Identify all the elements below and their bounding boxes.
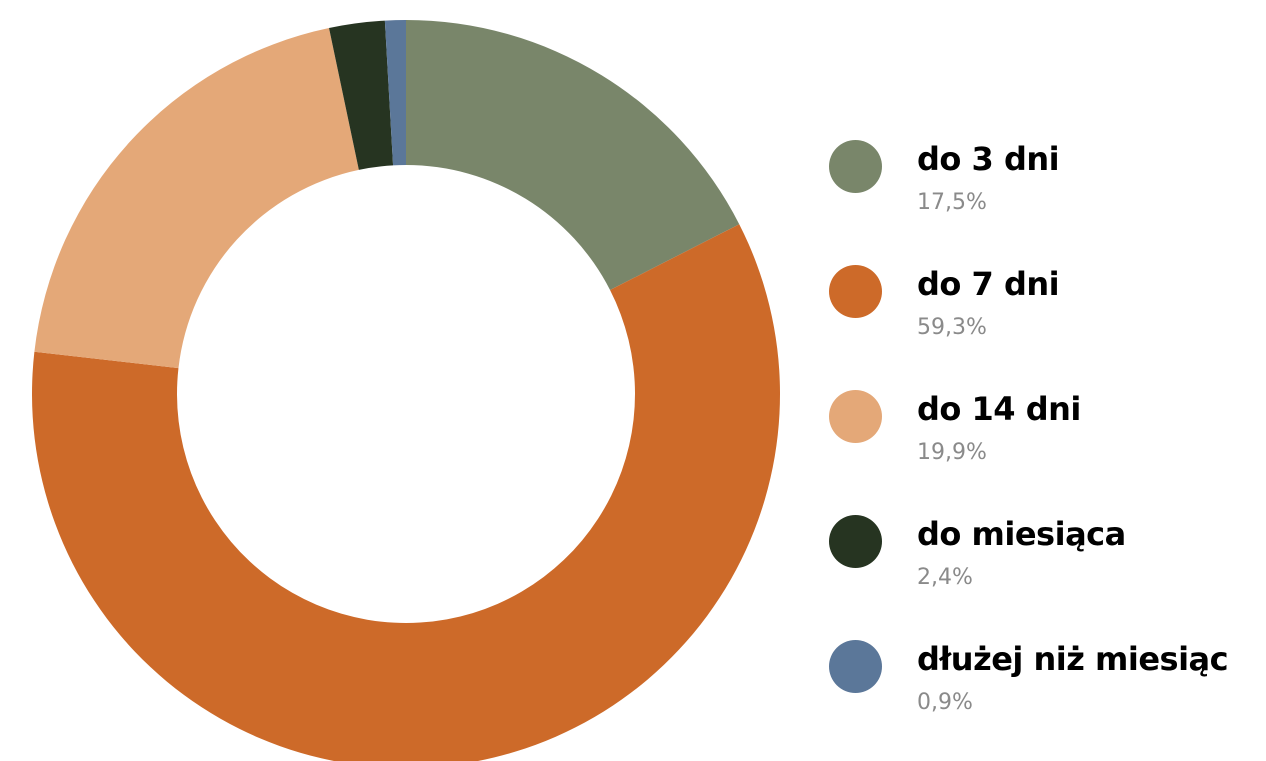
legend-item: dłużej niż miesiąc 0,9% [829,635,1259,760]
chart-legend: do 3 dni 17,5% do 7 dni 59,3% do 14 dni 19,9%… [829,135,1259,760]
legend-item: do 7 dni 59,3% [829,260,1259,385]
donut-chart [32,20,780,761]
legend-label: dłużej niż miesiąc [917,640,1229,678]
legend-value: 17,5% [917,190,987,215]
legend-value: 0,9% [917,690,973,715]
legend-swatch [829,390,882,443]
legend-label: do 14 dni [917,390,1081,428]
donut-slice-1 [406,20,740,291]
legend-item: do 14 dni 19,9% [829,385,1259,510]
legend-swatch [829,265,882,318]
legend-swatch [829,640,882,693]
legend-label: do 3 dni [917,140,1060,178]
donut-slice-4 [329,20,394,170]
donut-slice-5 [384,20,406,166]
legend-item: do 3 dni 17,5% [829,135,1259,260]
donut-slice-3 [34,28,359,369]
legend-label: do miesiąca [917,515,1126,553]
legend-value: 19,9% [917,440,987,465]
legend-swatch [829,140,882,193]
legend-item: do miesiąca 2,4% [829,510,1259,635]
legend-value: 2,4% [917,565,973,590]
donut-slice-2 [32,224,780,761]
legend-value: 59,3% [917,315,987,340]
legend-label: do 7 dni [917,265,1060,303]
legend-swatch [829,515,882,568]
